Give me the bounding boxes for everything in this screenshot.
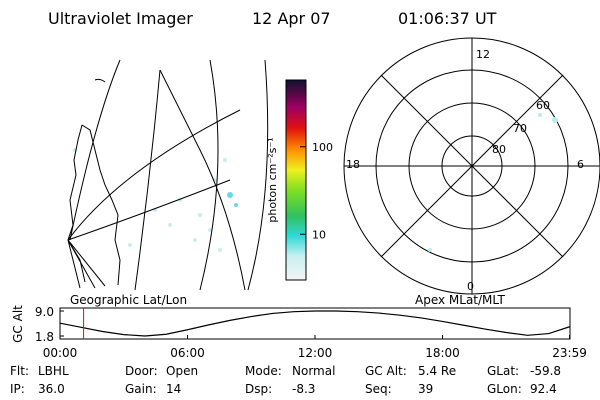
field-label: Seq: [365, 382, 392, 396]
colorbar-tick-label: 100 [312, 141, 333, 154]
field-label: Gain: [125, 382, 157, 396]
alt-chart: 9.0 1.8 00:00 06:00 12:00 18:00 23:59 [35, 305, 587, 360]
date: 12 Apr 07 [252, 9, 331, 28]
field-value: -8.3 [292, 382, 315, 396]
polar-grid [343, 37, 600, 295]
colorbar [285, 79, 307, 281]
colorbar-ticks: 10 100 [300, 141, 333, 241]
field-label: IP: [10, 382, 25, 396]
mlt-label: 18 [346, 158, 360, 171]
field-value: 39 [418, 382, 433, 396]
field-value: 5.4 Re [418, 364, 456, 378]
alt-frame [59, 307, 571, 340]
polar-label: Apex MLat/MLT [415, 293, 505, 307]
alt-line [59, 310, 571, 337]
lat-label: 70 [513, 122, 527, 135]
field-label: Dsp: [245, 382, 272, 396]
field-value: LBHL [38, 364, 69, 378]
field-value: -59.8 [530, 364, 561, 378]
title: Ultraviolet Imager [48, 9, 193, 28]
mlt-label: 12 [476, 48, 490, 61]
map-label: Geographic Lat/Lon [70, 293, 187, 307]
colorbar-tick-label: 10 [312, 228, 326, 241]
x-tick-label: 06:00 [170, 346, 205, 360]
x-tick-label: 12:00 [298, 346, 333, 360]
y-tick-label: 9.0 [35, 305, 54, 319]
field-value: 92.4 [530, 382, 557, 396]
y-axis-label: GC Alt [11, 305, 25, 343]
y-tick-label: 1.8 [35, 330, 54, 344]
field-value: Open [166, 364, 198, 378]
field-label: Mode: [245, 364, 282, 378]
field-label: GLat: [487, 364, 519, 378]
field-label: Flt: [10, 364, 29, 378]
field-label: GC Alt: [365, 364, 407, 378]
footer: Flt: LBHL Door: Open Mode: Normal GC Alt: 5.4 R… [10, 364, 561, 396]
field-label: Door: [125, 364, 158, 378]
field-value: 14 [166, 382, 181, 396]
field-value: Normal [292, 364, 335, 378]
field-value: 36.0 [38, 382, 65, 396]
lat-label: 60 [536, 99, 550, 112]
lat-label: 80 [492, 143, 506, 156]
mlt-label: 0 [467, 280, 474, 293]
time: 01:06:37 UT [398, 9, 497, 28]
colorbar-label: photon cm⁻²s⁻¹ [266, 137, 279, 222]
field-label: GLon: [487, 382, 522, 396]
map-panel [67, 59, 269, 291]
x-tick-label: 18:00 [425, 346, 460, 360]
x-tick-label: 00:00 [43, 346, 78, 360]
x-tick-label: 23:59 [552, 346, 587, 360]
mlt-label: 6 [577, 158, 584, 171]
